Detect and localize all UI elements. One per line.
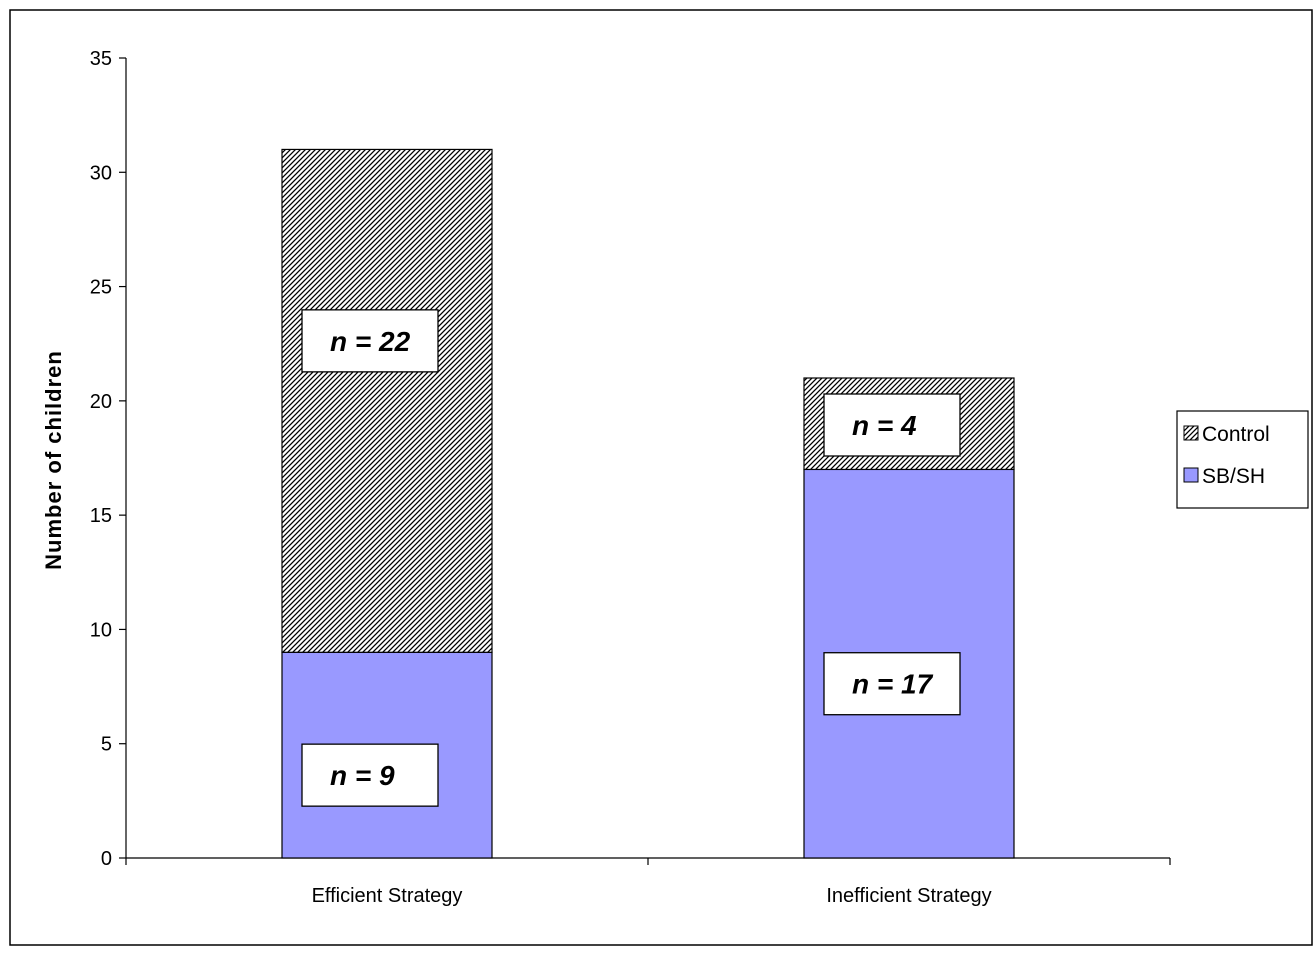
legend-swatch	[1183, 467, 1199, 483]
data-label: n = 17	[852, 669, 934, 700]
legend-box	[1176, 410, 1309, 509]
legend-label: Control	[1202, 423, 1270, 446]
y-tick-label: 15	[90, 505, 112, 527]
plot-layer: 0 5 10 15 20 25 30 35 n = 9 n = 22 Efficient Strat…	[90, 48, 1171, 907]
x-category-label: Inefficient Strategy	[826, 885, 991, 907]
bar-segment-control	[281, 148, 493, 653]
data-label: n = 4	[852, 410, 917, 441]
legend-label: SB/SH	[1202, 465, 1265, 488]
y-tick-label: 10	[90, 619, 112, 641]
data-label: n = 22	[330, 326, 411, 357]
data-label-box	[823, 652, 961, 716]
chart-outer-border	[9, 9, 1313, 946]
y-tick-label: 25	[90, 277, 112, 299]
legend-swatch	[1183, 425, 1199, 441]
y-tick-label: 5	[101, 734, 112, 756]
y-tick-label: 0	[101, 848, 112, 870]
data-label-box	[301, 743, 439, 807]
y-tick-label: 20	[90, 391, 112, 413]
x-category-label: Efficient Strategy	[312, 885, 463, 907]
y-axis-title: Number of children	[41, 350, 66, 570]
data-label-box	[823, 393, 961, 457]
y-tick-label: 35	[90, 48, 112, 70]
legend: Control SB/SH	[1176, 410, 1309, 509]
data-label-box	[301, 309, 439, 373]
y-tick-label: 30	[90, 162, 112, 184]
data-label: n = 9	[330, 760, 395, 791]
